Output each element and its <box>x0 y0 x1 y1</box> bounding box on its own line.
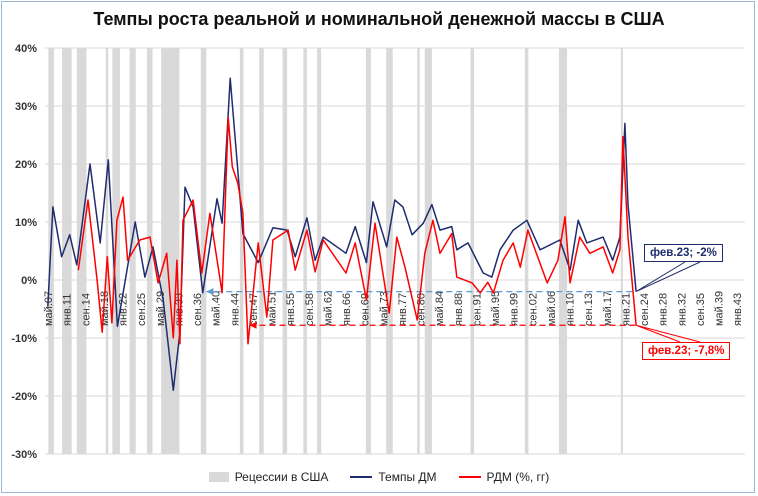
legend-swatch-nominal <box>350 476 373 478</box>
x-tick-label: май.17 <box>602 291 614 326</box>
recession-band <box>62 48 72 454</box>
x-tick-label: сен.58 <box>304 293 316 326</box>
x-tick-label: май.95 <box>490 291 502 326</box>
x-tick-label: май.39 <box>714 291 726 326</box>
legend: Рецессии в США Темпы ДМ РДМ (%, гг) <box>0 470 758 484</box>
y-tick-label: 40% <box>15 43 37 55</box>
x-tick-label: янв.32 <box>676 293 688 326</box>
x-tick-label: сен.80 <box>416 293 428 326</box>
y-tick-label: 30% <box>15 101 37 113</box>
x-tick-label: сен.14 <box>80 293 92 326</box>
annotation-arrowhead <box>206 288 214 296</box>
series-line-nominal <box>47 77 637 391</box>
legend-item-recessions: Рецессии в США <box>208 470 329 484</box>
recession-band <box>146 48 153 454</box>
x-tick-label: янв.44 <box>229 293 241 326</box>
legend-label: Темпы ДМ <box>378 470 437 484</box>
chart-title: Темпы роста реальной и номинальной денеж… <box>93 9 665 29</box>
legend-label: РДМ (%, гг) <box>486 470 550 484</box>
y-tick-label: 0% <box>21 275 37 287</box>
recession-band <box>259 48 264 454</box>
x-tick-label: сен.69 <box>360 293 372 326</box>
x-tick-label: янв.77 <box>397 293 409 326</box>
x-tick-label: май.07 <box>43 291 55 326</box>
x-tick-label: май.40 <box>211 291 223 326</box>
y-tick-label: -20% <box>11 391 37 403</box>
recession-band <box>386 48 393 454</box>
recession-band <box>239 48 244 454</box>
x-tick-label: сен.35 <box>695 293 707 326</box>
recession-band <box>200 48 207 454</box>
annotation-leader <box>635 324 701 343</box>
legend-label: Рецессии в США <box>234 470 329 484</box>
legend-swatch-real <box>458 476 481 478</box>
y-tick-label: -30% <box>11 449 37 461</box>
recession-band <box>112 48 120 454</box>
x-tick-label: янв.55 <box>285 293 297 326</box>
x-tick-label: май.18 <box>99 291 111 326</box>
recession-band <box>424 48 432 454</box>
annotation-arrowhead <box>249 321 257 329</box>
annotation-real: фев.23; -7,8% <box>642 342 731 360</box>
x-tick-label: янв.21 <box>620 293 632 326</box>
x-tick-label: май.51 <box>267 291 279 326</box>
recession-band <box>303 48 307 454</box>
recession-band <box>620 48 623 454</box>
y-tick-label: 20% <box>15 159 37 171</box>
recession-band <box>524 48 529 454</box>
x-tick-label: янв.99 <box>509 293 521 326</box>
legend-item-real: РДМ (%, гг) <box>458 470 550 484</box>
x-tick-label: янв.66 <box>341 293 353 326</box>
recession-band <box>417 48 420 454</box>
recession-band <box>161 48 180 454</box>
x-tick-label: янв.28 <box>658 293 670 326</box>
x-tick-label: янв.43 <box>732 293 744 326</box>
annotation-leader <box>635 261 701 293</box>
x-tick-label: май.84 <box>434 291 446 326</box>
x-tick-label: сен.91 <box>471 293 483 326</box>
recession-band <box>282 48 288 454</box>
x-tick-label: янв.22 <box>118 293 130 326</box>
legend-item-nominal: Темпы ДМ <box>350 470 437 484</box>
y-tick-label: -10% <box>11 333 37 345</box>
x-tick-label: сен.02 <box>527 293 539 326</box>
y-tick-label: 10% <box>15 217 37 229</box>
x-tick-label: сен.36 <box>192 293 204 326</box>
x-tick-label: сен.25 <box>136 293 148 326</box>
x-tick-label: май.06 <box>546 291 558 326</box>
x-tick-label: сен.13 <box>583 293 595 326</box>
x-tick-label: янв.11 <box>62 294 74 326</box>
x-tick-label: май.62 <box>322 291 334 326</box>
recession-band <box>105 48 109 454</box>
x-tick-label: янв.88 <box>453 293 465 326</box>
x-tick-label: сен.24 <box>639 293 651 326</box>
x-tick-label: янв.10 <box>565 293 577 326</box>
annotation-nominal: фев.23; -2% <box>644 244 723 262</box>
legend-swatch-recessions <box>208 472 229 482</box>
series-line-real <box>77 116 637 345</box>
